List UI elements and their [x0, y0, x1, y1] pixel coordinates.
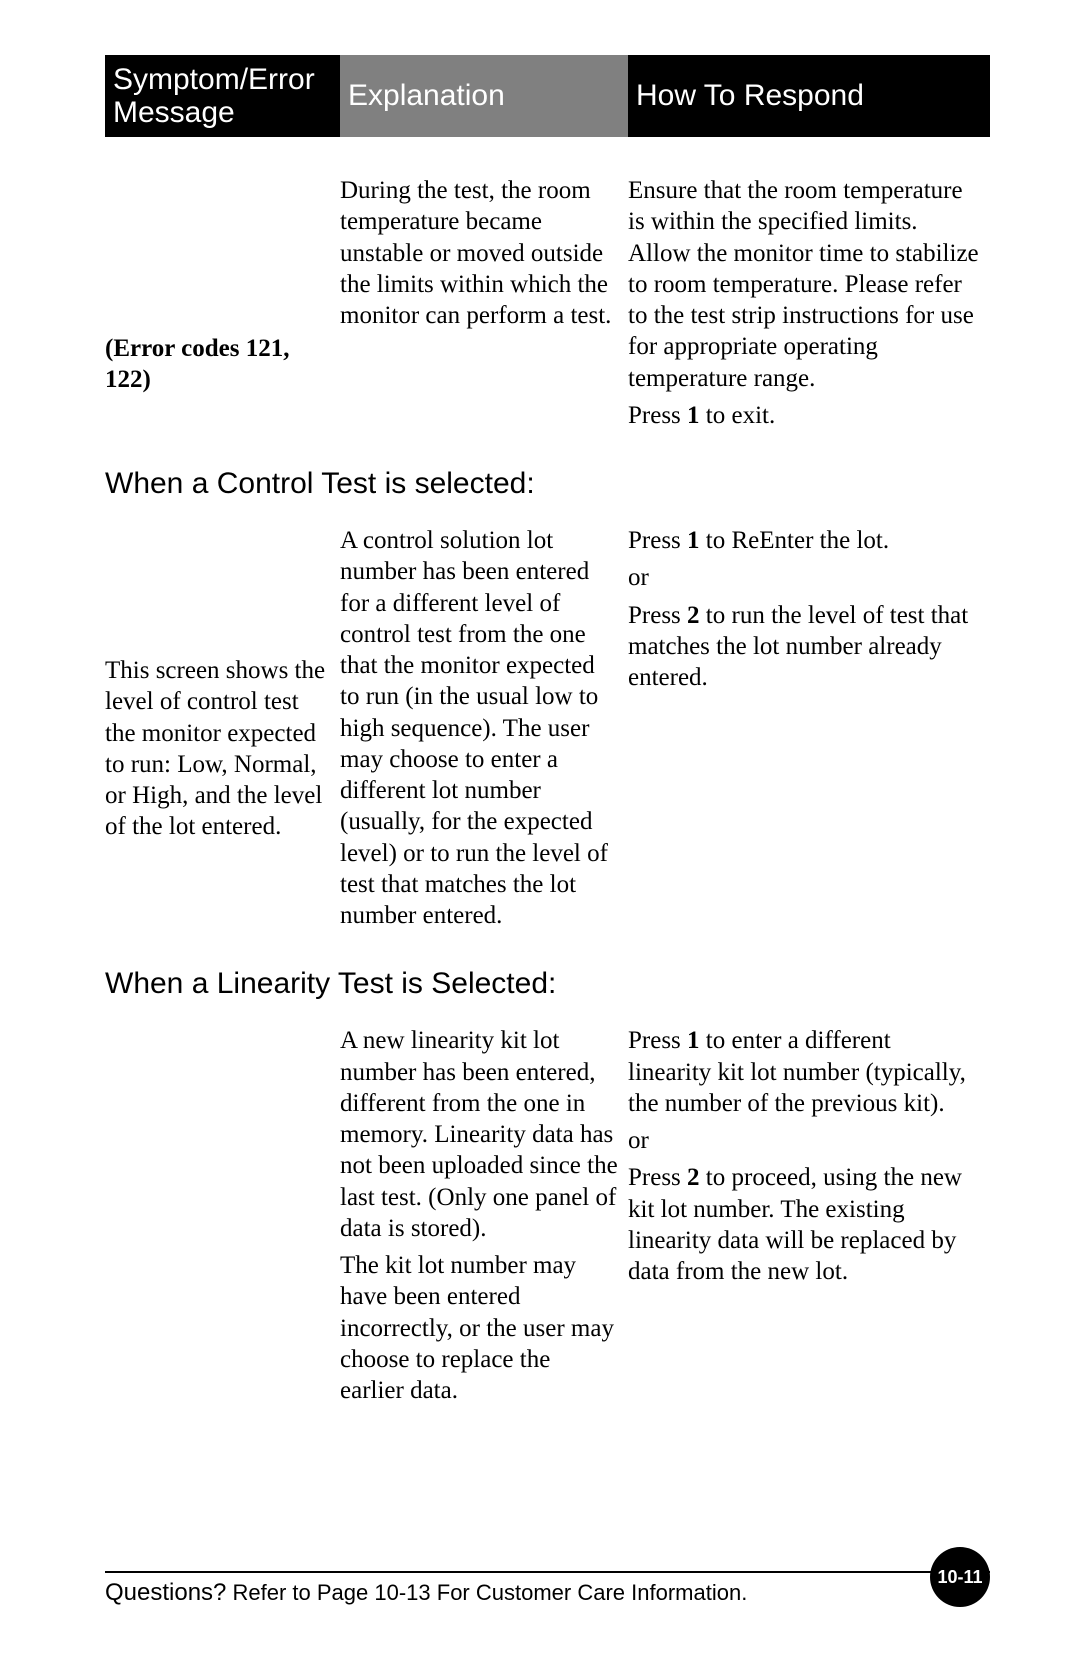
row3-respond-l1: Press 1 to enter a different linearity k…: [628, 1025, 980, 1119]
page-number-badge: 10-11: [930, 1547, 990, 1607]
row2-respond-l1-post: to ReEnter the lot.: [700, 527, 890, 554]
row2-respond-l1-num: 1: [687, 527, 700, 554]
header-explanation: Explanation: [340, 55, 628, 137]
footer-rest: Refer to Page 10-13 For Customer Care In…: [226, 1580, 747, 1605]
row1-respond-p2-num: 1: [687, 402, 700, 429]
header-symptom-line1: Symptom/Error: [113, 63, 315, 96]
row3-respond-l2-num: 2: [687, 1164, 700, 1191]
footer-rule: [105, 1571, 990, 1573]
row1-respond-p1: Ensure that the room temperature is with…: [628, 175, 980, 394]
page: Symptom/Error Message Explanation How To…: [0, 0, 1080, 1669]
content: (Error codes 121, 122) During the test, …: [105, 175, 990, 1406]
row2-respond-l2: Press 2 to run the level of test that ma…: [628, 600, 980, 694]
section-heading-control-test: When a Control Test is selected:: [105, 467, 990, 501]
footer-text: Questions? Refer to Page 10-13 For Custo…: [105, 1579, 747, 1607]
row1-respond-p2-pre: Press: [628, 402, 687, 429]
table-header: Symptom/Error Message Explanation How To…: [105, 55, 990, 137]
row2-respond-l1: Press 1 to ReEnter the lot.: [628, 525, 980, 556]
table-row: (Error codes 121, 122) During the test, …: [105, 175, 990, 431]
row3-respond-l2: Press 2 to proceed, using the new kit lo…: [628, 1162, 980, 1287]
table-row: A new linearity kit lot number has been …: [105, 1025, 990, 1406]
error-codes-label: (Error codes 121, 122): [105, 333, 330, 396]
row3-respond-l1-pre: Press: [628, 1027, 687, 1054]
row2-respond-or: or: [628, 562, 980, 593]
row2-respond-l2-num: 2: [687, 602, 700, 629]
row2-respond-l2-pre: Press: [628, 602, 687, 629]
row2-respond-l1-pre: Press: [628, 527, 687, 554]
row2-explanation: A control solution lot number has been e…: [340, 525, 618, 931]
row3-explanation-p2: The kit lot number may have been entered…: [340, 1250, 618, 1406]
section-heading-linearity-test: When a Linearity Test is Selected:: [105, 967, 990, 1001]
row1-respond-p2: Press 1 to exit.: [628, 400, 980, 431]
footer: Questions? Refer to Page 10-13 For Custo…: [105, 1571, 990, 1607]
row3-respond-or: or: [628, 1125, 980, 1156]
row3-respond-l2-pre: Press: [628, 1164, 687, 1191]
row1-explanation: During the test, the room temperature be…: [340, 175, 618, 331]
table-row: This screen shows the level of control t…: [105, 525, 990, 931]
row1-respond-p2-post: to exit.: [700, 402, 776, 429]
header-respond: How To Respond: [628, 55, 990, 137]
row3-respond-l1-num: 1: [687, 1027, 700, 1054]
row3-explanation-p1: A new linearity kit lot number has been …: [340, 1025, 618, 1244]
header-symptom-line2: Message: [113, 96, 235, 129]
header-symptom: Symptom/Error Message: [105, 55, 340, 137]
footer-questions: Questions?: [105, 1579, 226, 1606]
row2-symptom: This screen shows the level of control t…: [105, 655, 330, 843]
